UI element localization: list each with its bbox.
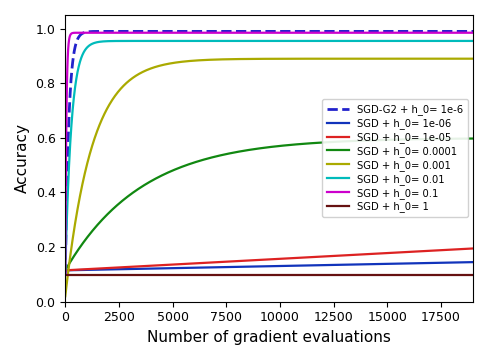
SGD + h_0= 1e-05 [342,253,348,257]
SGD + h_0= 0.001 [62,294,68,298]
SGD + h_0= 0.0001 [380,138,386,142]
SGD + h_0= 0.1 [104,31,110,35]
X-axis label: Number of gradient evaluations: Number of gradient evaluations [147,330,391,345]
SGD + h_0= 0.01 [291,39,297,43]
SGD + h_0= 1 [227,273,233,277]
SGD + h_0= 1 [342,273,348,277]
SGD + h_0= 0.01 [227,39,233,43]
SGD-G2 + h_0= 1e-6 [104,29,110,33]
SGD + h_0= 0.01 [381,39,386,43]
SGD + h_0= 0.001 [387,57,393,61]
SGD + h_0= 0.0001 [470,136,476,141]
SGD + h_0= 0.1 [243,31,248,35]
SGD + h_0= 1 [242,273,248,277]
SGD + h_0= 1e-06 [242,265,248,269]
Line: SGD + h_0= 0.0001: SGD + h_0= 0.0001 [65,139,473,270]
SGD-G2 + h_0= 1e-6 [343,29,348,33]
SGD-G2 + h_0= 1e-6 [196,29,202,33]
SGD + h_0= 1e-05 [227,259,233,264]
SGD + h_0= 0.001 [342,57,348,61]
SGD + h_0= 1 [387,273,393,277]
SGD + h_0= 0.0001 [242,148,248,153]
SGD + h_0= 0.01 [470,39,476,43]
SGD + h_0= 1 [470,273,476,277]
SGD-G2 + h_0= 1e-6 [381,29,386,33]
SGD + h_0= 0.0001 [227,151,233,156]
SGD + h_0= 0.01 [62,268,68,273]
SGD + h_0= 0.001 [104,107,110,111]
SGD + h_0= 0.1 [470,31,476,35]
SGD-G2 + h_0= 1e-6 [243,29,248,33]
SGD + h_0= 0.001 [227,57,233,61]
Line: SGD-G2 + h_0= 1e-6: SGD-G2 + h_0= 1e-6 [65,31,473,274]
Line: SGD + h_0= 1e-05: SGD + h_0= 1e-05 [65,248,473,270]
SGD + h_0= 0.0001 [342,139,348,144]
SGD + h_0= 1e-06 [227,265,233,269]
Y-axis label: Accuracy: Accuracy [15,123,30,193]
SGD + h_0= 1e-05 [62,268,68,273]
SGD + h_0= 0.1 [62,272,68,276]
SGD + h_0= 1e-06 [380,262,386,266]
SGD-G2 + h_0= 1e-6 [470,29,476,33]
SGD + h_0= 1 [62,273,68,277]
SGD + h_0= 0.0001 [62,268,68,273]
SGD + h_0= 0.0001 [104,213,110,217]
SGD + h_0= 0.01 [104,39,110,43]
SGD + h_0= 0.01 [388,39,394,43]
Line: SGD + h_0= 0.001: SGD + h_0= 0.001 [65,59,473,296]
SGD-G2 + h_0= 1e-6 [227,29,233,33]
SGD + h_0= 1e-05 [380,251,386,256]
SGD + h_0= 0.1 [388,31,394,35]
SGD + h_0= 0.1 [227,31,233,35]
SGD + h_0= 1e-05 [242,258,248,263]
SGD + h_0= 1 [380,273,386,277]
Line: SGD + h_0= 0.1: SGD + h_0= 0.1 [65,33,473,274]
SGD-G2 + h_0= 1e-6 [62,272,68,276]
SGD + h_0= 1e-06 [342,262,348,267]
SGD + h_0= 1e-05 [470,246,476,251]
SGD-G2 + h_0= 1e-6 [388,29,394,33]
SGD + h_0= 0.0001 [387,138,393,142]
SGD + h_0= 1e-05 [387,251,393,255]
SGD + h_0= 1e-05 [104,266,110,270]
SGD + h_0= 1e-06 [387,262,393,266]
SGD + h_0= 1e-06 [104,267,110,272]
SGD + h_0= 0.001 [380,57,386,61]
SGD + h_0= 0.01 [343,39,348,43]
SGD + h_0= 1e-06 [470,260,476,264]
Legend: SGD-G2 + h_0= 1e-6, SGD + h_0= 1e-06, SGD + h_0= 1e-05, SGD + h_0= 0.0001, SGD +: SGD-G2 + h_0= 1e-6, SGD + h_0= 1e-06, SG… [322,99,468,217]
Line: SGD + h_0= 1e-06: SGD + h_0= 1e-06 [65,262,473,270]
Line: SGD + h_0= 0.01: SGD + h_0= 0.01 [65,41,473,270]
SGD + h_0= 0.1 [381,31,386,35]
SGD + h_0= 0.01 [242,39,248,43]
SGD + h_0= 0.001 [470,57,476,61]
SGD + h_0= 0.1 [343,31,348,35]
SGD + h_0= 1e-06 [62,268,68,273]
SGD + h_0= 0.001 [242,57,248,61]
SGD + h_0= 1 [104,273,110,277]
SGD + h_0= 0.1 [103,31,109,35]
